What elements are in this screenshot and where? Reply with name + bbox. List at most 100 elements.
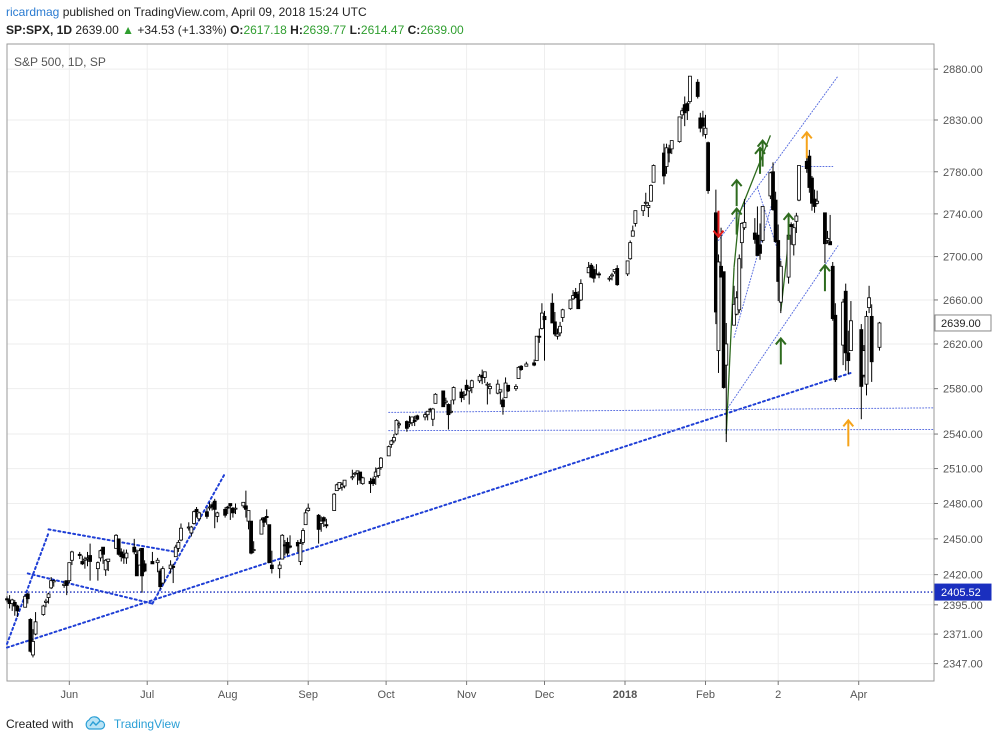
candle-body xyxy=(371,478,376,485)
grid xyxy=(7,44,934,681)
author-link[interactable]: ricardmag xyxy=(6,5,60,19)
symbol-label: SP:SPX, 1D xyxy=(6,23,73,37)
candle-body xyxy=(223,508,228,516)
candle-body xyxy=(823,212,827,245)
candle-body xyxy=(716,261,721,352)
candle-body xyxy=(706,142,710,192)
arrow-head xyxy=(712,230,725,239)
candle-body xyxy=(807,155,812,188)
close-label: C: xyxy=(407,23,421,37)
candle-body xyxy=(376,468,381,476)
candle-body xyxy=(846,352,851,362)
candle-body xyxy=(155,559,160,564)
trendline xyxy=(733,199,774,338)
green-connector xyxy=(733,213,740,268)
candle-body xyxy=(597,273,601,276)
y-tick-label: 2700.00 xyxy=(943,252,983,264)
candle-body xyxy=(80,561,85,565)
candle-body xyxy=(498,389,503,393)
candle-body xyxy=(77,553,82,556)
candle-body xyxy=(739,223,744,244)
green-connector xyxy=(725,267,735,435)
candle-body xyxy=(25,593,30,600)
candle-body xyxy=(451,387,456,401)
candle-body xyxy=(192,511,196,524)
x-tick-label: Apr xyxy=(850,689,867,701)
candle-body xyxy=(243,505,248,510)
candle-body xyxy=(568,299,573,310)
candle-body xyxy=(825,237,830,241)
triangle-up-icon: ▲ xyxy=(122,23,134,37)
candle-body xyxy=(225,506,230,509)
candle-body xyxy=(44,600,48,603)
high-value: 2639.77 xyxy=(302,23,347,37)
candle-body xyxy=(506,384,511,392)
tradingview-link[interactable]: TradingView xyxy=(113,717,180,731)
candle-body xyxy=(786,234,791,278)
x-tick-label: 2 xyxy=(775,689,781,701)
plot-frame xyxy=(6,43,935,682)
candle-body xyxy=(664,147,669,167)
candle-body xyxy=(194,508,199,513)
candle-body xyxy=(514,386,518,390)
ohlc-bar: SP:SPX, 1D 2639.00 ▲ +34.53 (+1.33%) O:2… xyxy=(6,22,464,38)
candle-body xyxy=(667,148,672,154)
candle-body xyxy=(607,277,612,280)
candle-body xyxy=(262,517,266,523)
candle-body xyxy=(389,440,394,445)
candle-body xyxy=(410,416,414,424)
green-arrow-up-icon xyxy=(819,263,831,292)
candle-body xyxy=(462,393,466,396)
candle-body xyxy=(246,510,251,522)
candle-body xyxy=(264,516,269,518)
candle-body xyxy=(64,580,69,586)
candle-body xyxy=(771,171,775,211)
x-tick-label: Dec xyxy=(535,689,555,701)
trendline xyxy=(388,407,935,413)
orange-arrow-up-icon xyxy=(800,130,813,159)
arrow-head xyxy=(842,418,855,427)
y-tick-label: 2660.00 xyxy=(943,295,983,307)
candle-body xyxy=(228,503,233,507)
candle-body xyxy=(430,408,435,420)
candle-body xyxy=(82,558,87,561)
candle-body xyxy=(425,410,430,416)
candle-body xyxy=(791,227,796,246)
candle-body xyxy=(758,244,762,254)
candle-body xyxy=(285,542,290,554)
x-tick-label: Jun xyxy=(60,689,78,701)
open-label: O: xyxy=(230,23,244,37)
candle-body xyxy=(534,335,539,362)
candle-body xyxy=(205,511,209,517)
candle-body xyxy=(560,309,565,318)
candle-body xyxy=(70,551,74,561)
candle-body xyxy=(298,543,303,562)
green-arrow-up-icon xyxy=(775,336,787,365)
candle-body xyxy=(404,421,409,429)
candle-body xyxy=(95,562,100,570)
trendline xyxy=(6,531,50,645)
candle-body xyxy=(10,599,15,604)
candle-body xyxy=(869,315,874,363)
candle-body xyxy=(142,563,147,572)
arrow-head xyxy=(775,336,787,346)
level-price-box xyxy=(934,583,992,601)
candle-body xyxy=(669,140,674,150)
open-value: 2617.18 xyxy=(243,23,287,37)
candle-body xyxy=(106,558,111,562)
candle-body xyxy=(33,621,38,635)
candle-body xyxy=(288,545,292,548)
x-tick-label: 2018 xyxy=(613,689,637,701)
candle-body xyxy=(651,165,656,183)
candle-body xyxy=(269,564,274,570)
cloud-logo-icon xyxy=(85,716,105,730)
candle-body xyxy=(5,598,9,601)
candle-body xyxy=(101,546,105,555)
candle-body xyxy=(46,593,51,598)
candle-body xyxy=(31,641,35,656)
y-tick-label: 2780.00 xyxy=(943,167,983,179)
x-tick-label: Sep xyxy=(298,689,318,701)
last-price-label: 2639.00 xyxy=(941,318,981,330)
candle-body xyxy=(467,388,472,392)
